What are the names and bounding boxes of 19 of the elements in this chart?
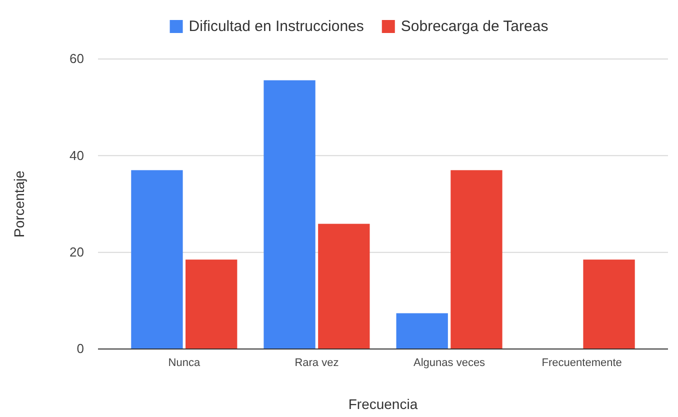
x-tick-label: Frecuentemente (542, 356, 622, 369)
x-tick-label: Rara vez (294, 356, 339, 369)
bar (450, 170, 502, 349)
x-tick-label: Nunca (168, 356, 201, 369)
bar (264, 80, 316, 349)
y-tick-label: 20 (70, 244, 84, 260)
bar (318, 224, 370, 349)
bar (186, 260, 238, 349)
legend-label: Dificultad en Instrucciones (188, 18, 364, 35)
bar (131, 170, 183, 349)
x-axis-title: Frecuencia (348, 396, 418, 412)
y-tick-label: 0 (76, 341, 84, 356)
y-tick-label: 40 (70, 148, 84, 163)
bar (396, 313, 448, 349)
y-axis-title: Porcentaje (11, 170, 27, 238)
y-tick-label: 60 (70, 51, 84, 66)
x-tick-label: Algunas veces (414, 356, 486, 369)
bar (583, 260, 635, 349)
legend-label: Sobrecarga de Tareas (400, 18, 548, 35)
